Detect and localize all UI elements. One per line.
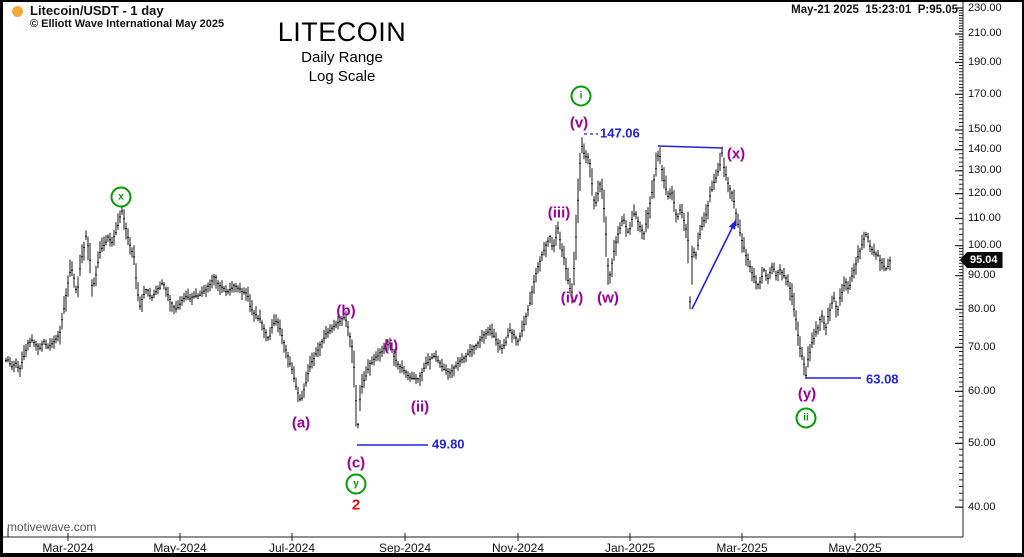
y-axis-tick-label: 190.00 — [968, 56, 1002, 68]
y-axis-tick-label: 130.00 — [968, 164, 1002, 177]
y-axis-tick-label: 50.00 — [968, 436, 996, 449]
y-axis-tick-label: 170.00 — [968, 87, 1002, 100]
price-level-label: 147.06 — [600, 125, 640, 141]
x-axis-tick-label: Mar-2024 — [42, 541, 94, 555]
y-axis-tick-label: 90.00 — [968, 269, 996, 282]
wave-label: (b) — [336, 302, 356, 320]
window-border-right — [1022, 0, 1024, 557]
y-axis-tick-label: 60.00 — [968, 384, 996, 397]
y-axis-tick-label: 100.00 — [968, 239, 1002, 252]
wave-label: (c) — [346, 454, 366, 472]
circled-wave-label: i — [570, 85, 592, 107]
x-axis-tick-label: Jan-2025 — [604, 541, 656, 555]
price-level-label: 63.08 — [866, 371, 899, 387]
x-axis-tick-label: Nov-2024 — [491, 541, 545, 555]
wave-label: (y) — [797, 385, 817, 403]
x-axis-tick-label: May-2024 — [153, 541, 207, 555]
circled-wave-label: ii — [795, 407, 817, 429]
watermark: motivewave.com — [7, 520, 97, 534]
wave-label: (a) — [291, 414, 311, 432]
x-axis-tick-label: Jul-2024 — [268, 541, 316, 555]
last-price-badge: 95.04 — [960, 252, 1003, 268]
wave-label: (iv) — [560, 289, 584, 307]
circled-wave-label: x — [110, 186, 132, 208]
y-axis-tick-label: 120.00 — [968, 187, 1002, 200]
chart-subtitle-scale: Log Scale — [308, 68, 376, 85]
window-border-left — [0, 0, 3, 557]
wave-label: (w) — [597, 289, 619, 307]
x-axis-tick-label: May-2025 — [828, 541, 882, 555]
chart-subtitle-range: Daily Range — [301, 49, 383, 66]
cursor-timestamp: May-21 2025 15:23:01 P:95.05 — [791, 4, 958, 16]
circled-wave-label: y — [345, 473, 367, 495]
price-level-label: 49.80 — [432, 436, 465, 452]
x-axis-tick-label: Mar-2025 — [716, 541, 768, 555]
window-border-top — [0, 0, 1024, 2]
last-price-value: 95.04 — [970, 254, 998, 266]
y-axis-tick-label: 210.00 — [968, 27, 1002, 40]
y-axis-tick-label: 70.00 — [968, 340, 996, 353]
instrument-icon — [12, 6, 23, 17]
y-axis-tick-label: 140.00 — [968, 143, 1002, 156]
y-axis-tick-label: 110.00 — [968, 211, 1001, 224]
chart-title: LITECOIN — [277, 17, 407, 47]
chart-title-block: LITECOIN Daily Range Log Scale — [192, 16, 492, 86]
copyright-label: © Elliott Wave International May 2025 — [30, 18, 225, 30]
wave-label: (v) — [569, 114, 589, 132]
y-axis-tick-label: 230.00 — [968, 1, 1002, 14]
x-axis-tick-label: Sep-2024 — [378, 541, 432, 555]
symbol-title: Litecoin/USDT - 1 day — [30, 3, 164, 18]
window-border-bottom — [0, 553, 1024, 557]
wave-label: (i) — [383, 337, 399, 355]
y-axis-tick-label: 40.00 — [968, 500, 996, 513]
wave-label: (iii) — [547, 204, 571, 222]
wave-degree-label: 2 — [351, 496, 361, 514]
y-axis-tick-label: 80.00 — [968, 302, 996, 315]
wave-label: (x) — [726, 145, 746, 163]
y-axis-tick-label: 150.00 — [968, 123, 1002, 136]
wave-label: (ii) — [410, 398, 430, 416]
